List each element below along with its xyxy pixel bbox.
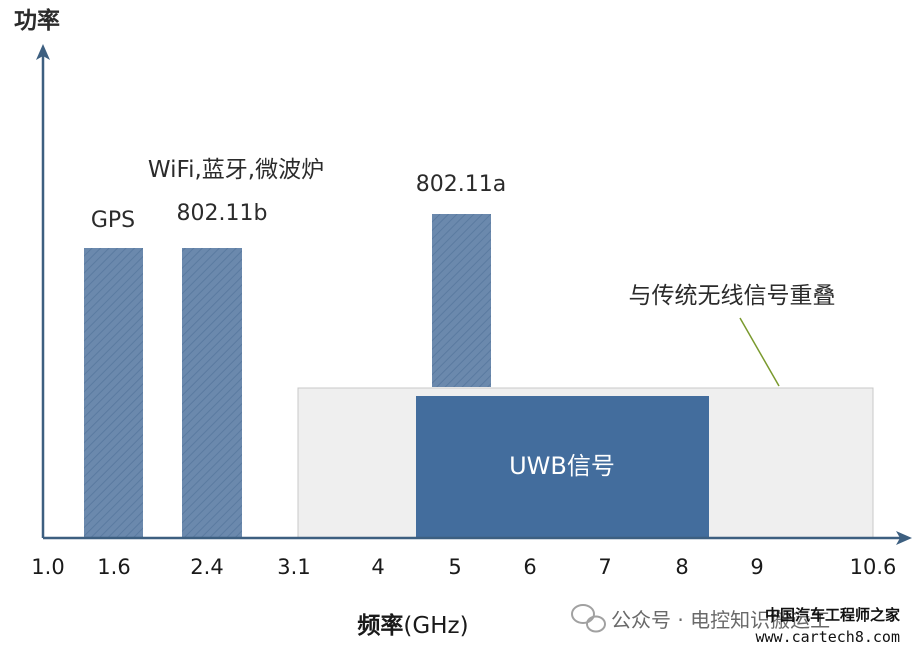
band-80211b-bar	[182, 248, 242, 537]
overlap-leader-line	[739, 317, 780, 387]
x-tick-label: 1.0	[31, 555, 64, 579]
band-80211b-label: 802.11b	[177, 201, 268, 226]
watermark-site-name: 中国汽车工程师之家	[765, 606, 900, 624]
x-tick-label: 5	[448, 555, 461, 579]
band-gps-label: GPS	[91, 208, 135, 233]
band-80211a-label: 802.11a	[416, 172, 506, 197]
y-axis-arrow	[36, 44, 50, 60]
watermark-channel: 公众号 · 电控知识搬运工	[611, 608, 830, 632]
x-tick-label: 7	[598, 555, 611, 579]
watermark-url: www.cartech8.com	[756, 628, 901, 646]
x-tick-label: 8	[675, 555, 688, 579]
band-wifi-label: WiFi,蓝牙,微波炉	[148, 157, 324, 183]
x-tick-label: 3.1	[277, 555, 310, 579]
x-tick-label: 6	[523, 555, 536, 579]
x-tick-label: 4	[371, 555, 384, 579]
band-gps-bar	[84, 248, 143, 537]
uwb-label: UWB信号	[509, 452, 615, 480]
overlap-label: 与传统无线信号重叠	[629, 283, 836, 309]
x-axis-label: 频率(GHz)	[357, 612, 468, 639]
x-axis-arrow	[896, 531, 912, 545]
y-axis-label: 功率	[14, 7, 60, 34]
band-80211a-bar	[432, 214, 491, 387]
x-tick-label: 9	[750, 555, 763, 579]
uwb-signal-block	[416, 396, 709, 538]
x-tick-label: 2.4	[190, 555, 223, 579]
x-tick-label: 10.6	[850, 555, 897, 579]
x-axis-label-bold: 频率	[357, 612, 403, 639]
wechat-icon	[571, 604, 606, 633]
x-tick-label: 1.6	[97, 555, 130, 579]
x-axis-label-unit: (GHz)	[403, 613, 468, 639]
x-tick-labels: 1.0 1.6 2.4 3.1 4 5 6 7 8 9 10.6	[31, 555, 896, 579]
